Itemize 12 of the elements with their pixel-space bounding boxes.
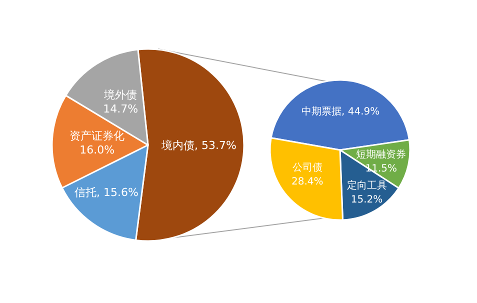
data-label: 28.4% [291,176,324,188]
data-label: 14.7% [103,102,138,116]
slice-label: 公司债 [292,161,322,174]
slice-label: 中期票据, 44.9% [301,106,380,118]
slice-label: 信托, 15.6% [74,186,138,200]
data-label: 15.2% [350,194,383,206]
slice-label: 境内债, 53.7% [160,139,236,152]
data-label: 16.0% [80,143,115,156]
slice-label: 境外债 [103,88,138,102]
slice-label: 短期融资券 [356,148,406,161]
slice-label: 定向工具 [346,180,387,192]
slice-label: 资产证券化 [70,129,125,142]
